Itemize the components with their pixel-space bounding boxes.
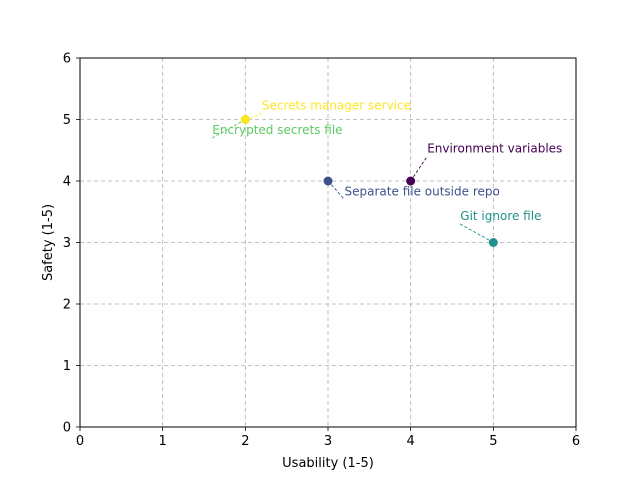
x-tick-label: 4 [407, 434, 415, 449]
y-tick-label: 6 [63, 52, 71, 67]
x-tick-label: 5 [489, 434, 497, 449]
x-tick-label: 2 [241, 434, 249, 449]
point-label: Git ignore file [460, 209, 541, 223]
point-label: Separate file outside repo [345, 184, 500, 198]
x-axis-label: Usability (1-5) [282, 456, 374, 471]
point-annotations: Environment variables Separate file outsi… [212, 98, 562, 243]
data-points [240, 115, 498, 247]
data-point [323, 176, 333, 186]
grid [79, 57, 577, 428]
x-tick-label: 0 [76, 434, 84, 449]
y-tick-label: 1 [63, 359, 71, 374]
data-point [406, 176, 416, 186]
y-tick-label: 4 [63, 175, 71, 190]
annotation-leader-line [327, 180, 345, 200]
x-tick-label: 6 [572, 434, 580, 449]
point-label: Environment variables [427, 141, 562, 155]
annotation-leader-line [212, 119, 246, 139]
y-tick-label: 5 [63, 113, 71, 128]
point-label: Secrets manager service [262, 98, 411, 112]
axis-ticks: 0 1 2 3 4 5 6 0 1 2 3 4 5 6 [63, 52, 580, 450]
y-axis-label: Safety (1-5) [41, 204, 56, 281]
data-point [488, 238, 498, 247]
data-point [240, 115, 250, 124]
point-label: Encrypted secrets file [212, 123, 342, 137]
x-tick-label: 3 [324, 434, 332, 449]
y-tick-label: 3 [63, 236, 71, 251]
annotation-leader-line [460, 223, 494, 243]
y-tick-label: 0 [63, 421, 71, 436]
y-tick-label: 2 [63, 298, 71, 313]
x-tick-label: 1 [159, 434, 167, 449]
